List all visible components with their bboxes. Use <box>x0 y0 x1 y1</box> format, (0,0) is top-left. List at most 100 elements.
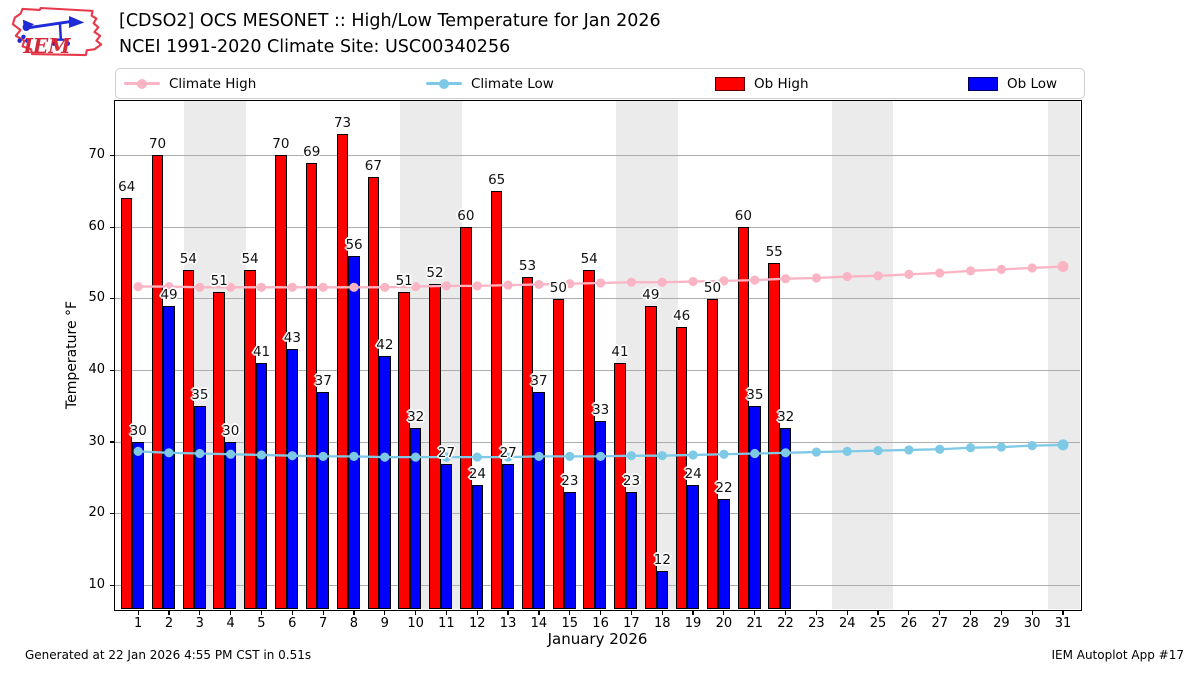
climate-point <box>534 279 544 290</box>
climate-point <box>1057 261 1069 273</box>
climate-point <box>226 449 236 459</box>
climate-point <box>565 279 575 289</box>
x-tickmark <box>476 610 478 615</box>
x-tick-label: 22 <box>777 616 794 631</box>
y-tick-label: 60 <box>88 218 105 234</box>
climate-point <box>133 446 143 456</box>
title-block: [CDSO2] OCS MESONET :: High/Low Temperat… <box>119 8 661 60</box>
y-tickmark <box>109 441 114 443</box>
x-tickmark <box>507 610 509 615</box>
climate-point <box>965 266 976 276</box>
legend-label: Ob Low <box>1007 75 1058 92</box>
x-tick-label: 3 <box>195 616 204 631</box>
ob-high-bar <box>336 133 349 609</box>
y-tick-label: 70 <box>88 146 105 162</box>
ob-high-bar <box>213 291 225 609</box>
x-tickmark <box>815 610 817 615</box>
climate-point <box>287 282 297 292</box>
climate-point <box>904 269 914 279</box>
climate-point <box>1057 439 1069 451</box>
iem-logo: IEM <box>11 6 103 58</box>
x-tick-label: 10 <box>407 616 424 631</box>
climate-point <box>472 452 482 462</box>
x-tickmark <box>908 610 910 615</box>
climate-point <box>750 275 760 285</box>
climate-point <box>503 280 513 290</box>
climate-point <box>595 278 606 288</box>
ob-high-bar <box>645 305 657 609</box>
climate-point <box>688 276 698 287</box>
ob-low-bar <box>718 499 730 609</box>
ob-high-bar <box>614 363 626 609</box>
x-tickmark <box>1031 610 1033 615</box>
legend-label: Ob High <box>754 75 809 92</box>
ob-high-bar <box>367 176 380 609</box>
x-tick-label: 14 <box>530 616 548 631</box>
x-tickmark <box>414 610 417 615</box>
ob-high-swatch <box>715 76 745 91</box>
x-tickmark <box>1000 610 1002 615</box>
ob-low-bar <box>594 420 607 609</box>
ob-low-bar <box>625 492 638 609</box>
ob-high-bar <box>120 198 133 609</box>
x-tick-label: 21 <box>746 616 763 631</box>
ob-low-bar <box>286 348 299 609</box>
generated-at-text: Generated at 22 Jan 2026 4:55 PM CST in … <box>25 648 312 662</box>
ob-high-bar <box>768 262 780 609</box>
x-tickmark <box>846 610 848 615</box>
weather-vane <box>17 15 85 46</box>
x-tick-label: 9 <box>380 616 389 631</box>
climate-point <box>195 282 205 292</box>
climate-point <box>626 451 637 461</box>
climate-point <box>1027 263 1037 273</box>
x-tickmark <box>353 610 355 615</box>
climate-point <box>349 451 359 461</box>
climate-point <box>842 271 852 282</box>
climate-point <box>1027 441 1037 451</box>
y-tick-label: 50 <box>88 290 105 306</box>
y-tick-label: 40 <box>88 361 105 377</box>
y-tickmark <box>109 298 114 300</box>
y-tickmark <box>109 154 114 157</box>
climate-lines-layer <box>133 261 1069 462</box>
ob-high-bar <box>244 270 256 609</box>
ob-low-bar <box>255 363 268 609</box>
y-tick-label: 20 <box>88 505 105 521</box>
climate-point <box>904 445 914 455</box>
x-tick-label: 16 <box>592 616 609 631</box>
climate-point <box>256 282 267 292</box>
ob-low-bar <box>564 492 576 609</box>
x-tick-label: 8 <box>349 616 359 631</box>
climate-point <box>164 448 174 458</box>
x-tick-label: 23 <box>808 616 825 631</box>
y-tickmark <box>109 513 114 515</box>
climate-point <box>811 273 821 283</box>
climate-point <box>780 448 791 458</box>
ob-low-bar <box>533 391 545 609</box>
climate-point <box>842 446 852 456</box>
x-tickmark <box>599 610 602 615</box>
x-tickmark <box>723 610 725 615</box>
legend-label: Climate High <box>169 75 257 92</box>
climate-point <box>534 451 544 461</box>
plot-border <box>113 99 1082 611</box>
x-tick-label: 7 <box>318 616 328 631</box>
x-tickmark <box>569 610 571 615</box>
climate-point <box>750 448 760 459</box>
ob-high-bar <box>583 270 595 609</box>
climate-point <box>873 446 883 456</box>
climate-point <box>410 281 421 292</box>
climate-point <box>410 452 421 462</box>
x-tick-label: 20 <box>715 616 733 631</box>
x-tick-label: 5 <box>257 616 266 631</box>
x-tickmark <box>1062 610 1064 615</box>
climate-point <box>226 282 236 292</box>
weekend-band <box>831 101 894 609</box>
climate-point <box>626 277 637 287</box>
climate-point <box>996 442 1006 452</box>
page-title: [CDSO2] OCS MESONET :: High/Low Temperat… <box>119 11 661 31</box>
ob-high-bar <box>552 298 565 609</box>
x-tickmark <box>939 610 941 615</box>
weekend-band <box>1047 101 1080 609</box>
